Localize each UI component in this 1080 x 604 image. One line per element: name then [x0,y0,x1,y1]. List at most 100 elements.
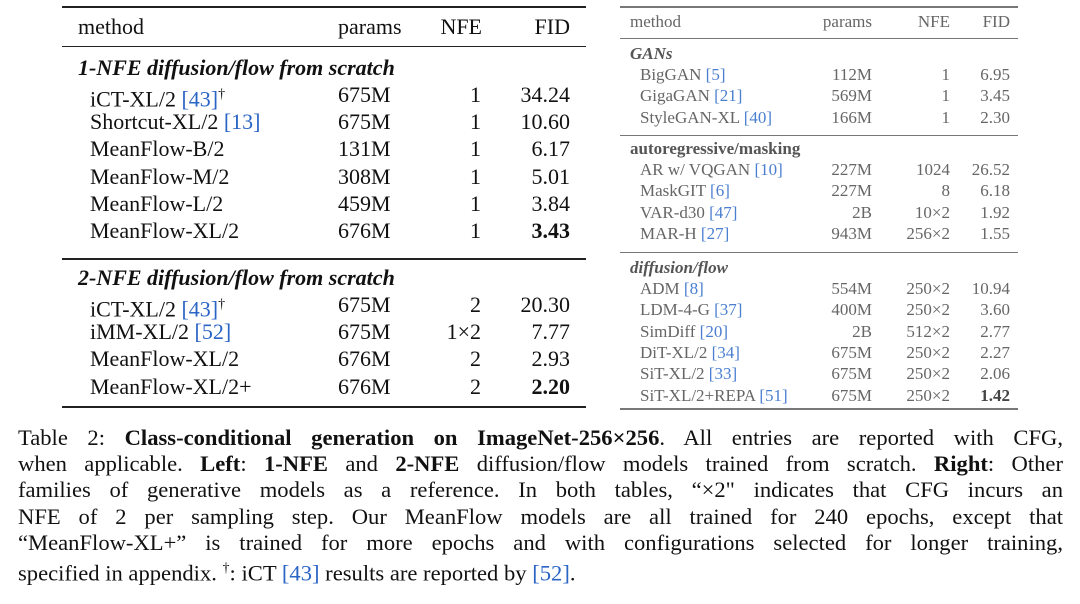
caption-bold-text: Left [200,451,241,477]
nfe-cell: 250×2 [906,279,950,298]
table-row: iCT-XL/2 [43]† 675M 2 20.30 [62,291,586,321]
caption-line: when applicable. Left: 1-NFE and 2-NFE d… [18,451,1063,477]
caption-text: : [240,451,264,477]
fid-cell: 26.52 [971,160,1010,179]
params-cell: 675M [338,292,391,317]
caption-text: : iCT [229,560,282,586]
params-cell: 676M [338,346,391,372]
citation-link: [13] [223,109,261,135]
table-row: iMM-XL/2 [52] 675M 1×2 7.77 [62,318,586,345]
method-cell: SimDiff [20] [640,321,728,341]
section-title: 1-NFE diffusion/flow from scratch [78,55,395,80]
dagger-mark: † [218,297,226,312]
table-row: ADM [8] 554M 250×2 10.94 [620,278,1018,299]
method-cell: MeanFlow-B/2 [90,136,225,162]
nfe-cell: 2 [470,373,481,399]
nfe-cell: 1 [470,109,481,135]
fid-cell: 2.06 [980,364,1010,384]
nfe-cell: 1 [470,163,481,189]
citation-link: [40] [743,107,773,127]
citation-link: [34] [711,342,740,362]
fid-cell: 3.60 [980,300,1010,320]
params-cell: 675M [831,385,872,405]
table-row: VAR-d30 [47] 2B 10×2 1.92 [620,202,1018,223]
params-cell: 675M [831,342,872,362]
caption-text: and [327,451,396,477]
fid-cell: 3.45 [980,86,1010,106]
table-caption: Table 2: Class-conditional generation on… [18,425,1063,586]
nfe-cell: 250×2 [906,300,950,320]
method-cell: GigaGAN [21] [640,86,743,106]
header-method: method [78,14,144,39]
citation-link: [43] [181,86,219,112]
fid-cell: 6.17 [531,136,571,162]
table-row: StyleGAN-XL [40] 166M 1 2.30 [620,107,1018,128]
nfe-cell: 512×2 [906,321,950,341]
method-cell: StyleGAN-XL [40] [640,107,773,127]
caption-bold-text: Class-conditional generation on ImageNet… [124,425,660,450]
nfe-cell: 1 [941,65,951,84]
caption-text: when applicable. [18,451,201,477]
section-rule [620,252,1018,253]
table-row: MeanFlow-XL/2+ 676M 2 2.20 [62,373,586,400]
table-row: MaskGIT [6] 227M 8 6.18 [620,180,1018,201]
citation-link: [10] [754,160,783,179]
nfe-cell: 250×2 [906,364,950,384]
header-nfe: NFE [917,12,950,31]
params-cell: 227M [831,181,872,201]
table-row: SimDiff [20] 2B 512×2 2.77 [620,321,1018,342]
table-row: MeanFlow-XL/2 676M 2 2.93 [62,345,586,372]
method-cell: MAR-H [27] [640,223,730,243]
nfe-cell: 1 [941,86,951,106]
method-cell: VAR-d30 [47] [640,202,738,222]
caption-text: . All entries are reported with CFG, [659,425,1063,450]
fid-cell: 2.93 [531,346,571,372]
params-cell: 554M [831,279,872,298]
fid-cell: 2.20 [531,373,571,399]
params-cell: 676M [338,373,391,399]
caption-text: NFE of 2 per sampling step. Our MeanFlow… [18,503,1063,529]
dagger-mark: † [218,87,226,102]
method-cell: MaskGIT [6] [640,181,730,201]
method-cell: MeanFlow-XL/2 [90,346,240,372]
params-cell: 227M [831,160,872,179]
citation-link: [5] [705,65,726,84]
table-row: SiT-XL/2 [33] 675M 250×2 2.06 [620,363,1018,384]
caption-line: NFE of 2 per sampling step. Our MeanFlow… [18,504,1063,530]
fid-cell: 6.18 [980,181,1010,201]
fid-cell: 2.27 [980,342,1010,362]
method-cell: iCT-XL/2 [43]† [90,296,226,322]
left-header-row: method params NFE FID [62,13,586,40]
fid-cell: 2.30 [980,107,1010,127]
fid-cell: 34.24 [520,82,571,107]
bottom-rule [620,408,1018,410]
caption-text: Table 2: [18,425,125,450]
header-method: method [630,12,681,31]
citation-link: [20] [699,321,728,341]
citation-link: [33] [708,364,738,384]
table-row: LDM-4-G [37] 400M 250×2 3.60 [620,299,1018,320]
method-cell: MeanFlow-M/2 [90,163,230,189]
table-row: MeanFlow-L/2 459M 1 3.84 [62,190,586,217]
method-cell: DiT-XL/2 [34] [640,342,740,362]
citation-link: [43] [181,296,219,322]
params-cell: 569M [831,86,872,106]
caption-text: diffusion/flow models trained from scrat… [459,451,934,477]
params-cell: 400M [831,300,872,320]
nfe-cell: 1 [470,190,481,216]
fid-cell: 1.92 [980,202,1010,222]
fid-cell: 6.95 [980,65,1010,84]
table-row: iCT-XL/2 [43]† 675M 1 34.24 [62,81,586,112]
method-cell: SiT-XL/2 [33] [640,364,738,384]
params-cell: 2B [852,202,872,222]
caption-line: “MeanFlow-XL+” is trained for more epoch… [18,530,1063,556]
table-row: MeanFlow-B/2 131M 1 6.17 [62,135,586,162]
section-title: 2-NFE diffusion/flow from scratch [78,265,395,290]
header-rule [620,38,1018,39]
caption-bold-text: 2-NFE [395,451,460,477]
params-cell: 675M [338,82,391,107]
bottom-rule [62,406,586,408]
nfe-cell: 2 [470,346,481,372]
caption-line: specified in appendix. †: iCT [43] resul… [18,556,1063,586]
caption-text: results are reported by [319,560,533,586]
